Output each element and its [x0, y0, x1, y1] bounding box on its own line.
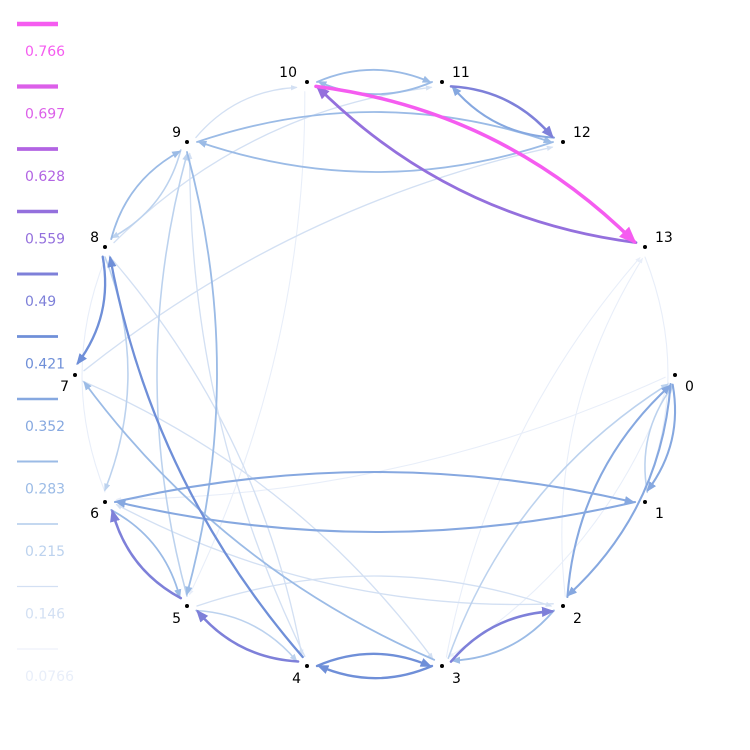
node-6-dot [103, 500, 107, 504]
edge-11-to-10 [317, 81, 433, 95]
node-10-dot [305, 80, 309, 84]
legend-label: 0.146 [25, 607, 65, 623]
edge-13-to-10 [315, 85, 638, 245]
edge-7-to-12 [83, 145, 554, 372]
node-9-dot [185, 140, 189, 144]
edge-13-to-1 [644, 256, 669, 492]
edge-0-to-3 [448, 382, 670, 658]
node-12-label: 12 [573, 125, 591, 141]
node-3-label: 3 [452, 671, 461, 687]
legend-label: 0.352 [25, 419, 65, 435]
edges [76, 69, 677, 680]
edge-8-to-7 [76, 255, 107, 366]
legend-label: 0.215 [25, 544, 65, 560]
edge-3-to-2 [449, 606, 555, 663]
node-11-label: 11 [452, 65, 470, 81]
node-13-label: 13 [655, 230, 673, 246]
edge-7-to-3 [82, 380, 434, 660]
node-9-label: 9 [172, 125, 181, 141]
edge-8-to-11 [113, 85, 433, 244]
node-13-dot [643, 245, 647, 249]
legend-label: 0.559 [25, 232, 65, 248]
node-2-label: 2 [573, 611, 582, 627]
node-0-dot [673, 373, 677, 377]
legend-label: 0.0766 [25, 669, 74, 685]
node-0-label: 0 [685, 379, 694, 395]
legend-label: 0.766 [25, 44, 65, 60]
edge-3-to-4 [316, 664, 434, 680]
edge-3-to-0 [447, 383, 669, 659]
legend-label: 0.283 [25, 482, 65, 498]
edge-9-to-12 [196, 111, 553, 144]
legend-label: 0.628 [25, 169, 65, 185]
edge-11-to-12 [449, 85, 554, 139]
node-5-label: 5 [172, 611, 181, 627]
edge-4-to-8 [107, 255, 304, 659]
edge-0-to-1 [646, 383, 677, 492]
edge-10-to-11 [316, 69, 432, 83]
edge-2-to-13 [561, 257, 643, 597]
node-11-dot [440, 80, 444, 84]
edge-9-to-10 [195, 85, 298, 139]
node-3-dot [440, 664, 444, 668]
legend-label: 0.421 [25, 357, 65, 373]
edge-2-to-0 [566, 384, 672, 599]
edge-4-to-3 [315, 652, 433, 668]
node-6-label: 6 [90, 506, 99, 522]
edge-10-to-13 [314, 84, 637, 245]
edge-5-to-4 [195, 609, 298, 662]
node-10-label: 10 [279, 65, 297, 81]
edge-1-to-6 [114, 499, 637, 533]
edge-6-to-8 [81, 257, 106, 493]
node-8-dot [103, 245, 107, 249]
edge-9-to-5 [185, 151, 218, 596]
node-8-label: 8 [90, 230, 99, 246]
node-4-label: 4 [292, 671, 301, 687]
edge-0-to-6 [115, 376, 666, 502]
node-12-dot [561, 140, 565, 144]
node-5-dot [185, 604, 189, 608]
edge-6-to-5 [110, 508, 182, 599]
edge-2-to-6 [115, 504, 554, 606]
edge-12-to-11 [451, 85, 556, 139]
edge-4-to-5 [196, 609, 300, 663]
node-4-dot [305, 664, 309, 668]
node-2-dot [561, 604, 565, 608]
edge-1-to-0 [644, 385, 674, 494]
edge-5-to-2 [196, 575, 553, 607]
node-1-label: 1 [655, 506, 664, 522]
legend-label: 0.697 [25, 107, 65, 123]
edge-12-to-9 [197, 140, 554, 173]
edge-5-to-6 [110, 508, 183, 600]
node-7-dot [73, 373, 77, 377]
edge-6-to-1 [113, 471, 636, 505]
edge-8-to-4 [108, 255, 304, 657]
edge-3-to-13 [445, 256, 641, 658]
edge-3-to-7 [83, 381, 436, 661]
edge-9-to-8 [111, 149, 182, 239]
edge-2-to-3 [450, 609, 555, 664]
edge-4-to-9 [187, 152, 306, 657]
node-7-label: 7 [60, 379, 69, 395]
edge-0-to-2 [566, 382, 672, 597]
edge-5-to-9 [156, 152, 189, 597]
weight-legend: 0.766 0.697 0.628 0.559 0.49 0.421 0.352 0.283 0… [17, 21, 74, 685]
node-1-dot [643, 500, 647, 504]
legend-label: 0.49 [25, 294, 56, 310]
edge-8-to-9 [110, 150, 182, 241]
